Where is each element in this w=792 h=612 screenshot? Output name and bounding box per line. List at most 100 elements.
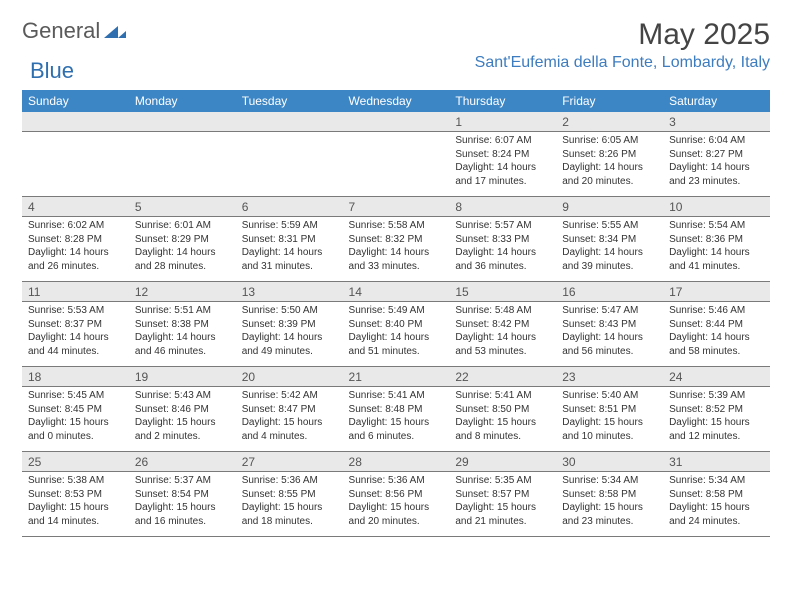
day-details: Sunrise: 5:54 AMSunset: 8:36 PMDaylight:… bbox=[663, 217, 770, 281]
day-data-cell: Sunrise: 5:34 AMSunset: 8:58 PMDaylight:… bbox=[556, 472, 663, 537]
day-data-cell bbox=[343, 132, 450, 197]
day-data-cell bbox=[129, 132, 236, 197]
day-data-cell: Sunrise: 6:01 AMSunset: 8:29 PMDaylight:… bbox=[129, 217, 236, 282]
day-data-cell: Sunrise: 6:04 AMSunset: 8:27 PMDaylight:… bbox=[663, 132, 770, 197]
day-details: Sunrise: 5:41 AMSunset: 8:50 PMDaylight:… bbox=[449, 387, 556, 451]
day-details: Sunrise: 6:04 AMSunset: 8:27 PMDaylight:… bbox=[663, 132, 770, 196]
day-number-cell: 6 bbox=[236, 197, 343, 217]
day-number-cell: 8 bbox=[449, 197, 556, 217]
day-number-cell: 21 bbox=[343, 367, 450, 387]
day-details: Sunrise: 5:50 AMSunset: 8:39 PMDaylight:… bbox=[236, 302, 343, 366]
month-title: May 2025 bbox=[475, 18, 770, 52]
day-number: 4 bbox=[22, 197, 129, 216]
day-number: 22 bbox=[449, 367, 556, 386]
day-number-cell: 7 bbox=[343, 197, 450, 217]
day-number: 12 bbox=[129, 282, 236, 301]
day-details: Sunrise: 5:58 AMSunset: 8:32 PMDaylight:… bbox=[343, 217, 450, 281]
day-data-cell: Sunrise: 5:42 AMSunset: 8:47 PMDaylight:… bbox=[236, 387, 343, 452]
day-number-cell: 2 bbox=[556, 112, 663, 132]
day-data-row: Sunrise: 6:02 AMSunset: 8:28 PMDaylight:… bbox=[22, 217, 770, 282]
day-number-cell: 20 bbox=[236, 367, 343, 387]
day-number: 29 bbox=[449, 452, 556, 471]
day-number-row: 45678910 bbox=[22, 197, 770, 217]
weekday-header: Tuesday bbox=[236, 90, 343, 112]
day-number-cell: 14 bbox=[343, 282, 450, 302]
calendar-body: 123Sunrise: 6:07 AMSunset: 8:24 PMDaylig… bbox=[22, 112, 770, 537]
logo-icon bbox=[104, 18, 126, 44]
day-data-cell: Sunrise: 5:39 AMSunset: 8:52 PMDaylight:… bbox=[663, 387, 770, 452]
day-details: Sunrise: 5:42 AMSunset: 8:47 PMDaylight:… bbox=[236, 387, 343, 451]
day-details: Sunrise: 5:40 AMSunset: 8:51 PMDaylight:… bbox=[556, 387, 663, 451]
day-data-cell: Sunrise: 5:41 AMSunset: 8:48 PMDaylight:… bbox=[343, 387, 450, 452]
day-number-cell bbox=[22, 112, 129, 132]
day-number-cell: 17 bbox=[663, 282, 770, 302]
day-number: 30 bbox=[556, 452, 663, 471]
day-details: Sunrise: 5:49 AMSunset: 8:40 PMDaylight:… bbox=[343, 302, 450, 366]
day-number-cell: 26 bbox=[129, 452, 236, 472]
day-details: Sunrise: 5:39 AMSunset: 8:52 PMDaylight:… bbox=[663, 387, 770, 451]
day-number: 24 bbox=[663, 367, 770, 386]
day-number-cell: 13 bbox=[236, 282, 343, 302]
day-details: Sunrise: 5:51 AMSunset: 8:38 PMDaylight:… bbox=[129, 302, 236, 366]
day-data-row: Sunrise: 5:45 AMSunset: 8:45 PMDaylight:… bbox=[22, 387, 770, 452]
day-number-cell: 18 bbox=[22, 367, 129, 387]
day-number-cell: 16 bbox=[556, 282, 663, 302]
day-number-cell: 10 bbox=[663, 197, 770, 217]
day-data-cell: Sunrise: 5:46 AMSunset: 8:44 PMDaylight:… bbox=[663, 302, 770, 367]
day-number: 1 bbox=[449, 112, 556, 131]
day-details: Sunrise: 5:34 AMSunset: 8:58 PMDaylight:… bbox=[556, 472, 663, 536]
day-data-cell: Sunrise: 5:58 AMSunset: 8:32 PMDaylight:… bbox=[343, 217, 450, 282]
day-number-row: 18192021222324 bbox=[22, 367, 770, 387]
day-data-cell: Sunrise: 6:07 AMSunset: 8:24 PMDaylight:… bbox=[449, 132, 556, 197]
day-data-cell: Sunrise: 5:36 AMSunset: 8:55 PMDaylight:… bbox=[236, 472, 343, 537]
day-number-cell: 29 bbox=[449, 452, 556, 472]
day-number-cell: 15 bbox=[449, 282, 556, 302]
weekday-header: Saturday bbox=[663, 90, 770, 112]
day-number-cell: 30 bbox=[556, 452, 663, 472]
day-data-cell bbox=[236, 132, 343, 197]
day-details: Sunrise: 5:41 AMSunset: 8:48 PMDaylight:… bbox=[343, 387, 450, 451]
day-number: 18 bbox=[22, 367, 129, 386]
day-details: Sunrise: 5:34 AMSunset: 8:58 PMDaylight:… bbox=[663, 472, 770, 536]
day-number: 31 bbox=[663, 452, 770, 471]
day-number-cell: 24 bbox=[663, 367, 770, 387]
day-data-cell: Sunrise: 5:59 AMSunset: 8:31 PMDaylight:… bbox=[236, 217, 343, 282]
day-data-cell: Sunrise: 5:55 AMSunset: 8:34 PMDaylight:… bbox=[556, 217, 663, 282]
day-number: 5 bbox=[129, 197, 236, 216]
day-number: 10 bbox=[663, 197, 770, 216]
day-number-cell: 23 bbox=[556, 367, 663, 387]
day-details: Sunrise: 6:01 AMSunset: 8:29 PMDaylight:… bbox=[129, 217, 236, 281]
day-number-row: 123 bbox=[22, 112, 770, 132]
day-number-cell bbox=[236, 112, 343, 132]
day-data-cell: Sunrise: 5:47 AMSunset: 8:43 PMDaylight:… bbox=[556, 302, 663, 367]
day-number: 28 bbox=[343, 452, 450, 471]
day-data-cell: Sunrise: 5:37 AMSunset: 8:54 PMDaylight:… bbox=[129, 472, 236, 537]
location-label: Sant'Eufemia della Fonte, Lombardy, Ital… bbox=[475, 54, 770, 72]
day-details: Sunrise: 5:59 AMSunset: 8:31 PMDaylight:… bbox=[236, 217, 343, 281]
day-number: 23 bbox=[556, 367, 663, 386]
weekday-header: Thursday bbox=[449, 90, 556, 112]
day-details: Sunrise: 5:35 AMSunset: 8:57 PMDaylight:… bbox=[449, 472, 556, 536]
day-details: Sunrise: 5:53 AMSunset: 8:37 PMDaylight:… bbox=[22, 302, 129, 366]
day-number-cell: 27 bbox=[236, 452, 343, 472]
day-data-cell: Sunrise: 5:54 AMSunset: 8:36 PMDaylight:… bbox=[663, 217, 770, 282]
day-details: Sunrise: 5:57 AMSunset: 8:33 PMDaylight:… bbox=[449, 217, 556, 281]
day-number-cell bbox=[129, 112, 236, 132]
day-number: 13 bbox=[236, 282, 343, 301]
day-number-cell: 9 bbox=[556, 197, 663, 217]
day-number: 3 bbox=[663, 112, 770, 131]
day-number: 7 bbox=[343, 197, 450, 216]
calendar-table: SundayMondayTuesdayWednesdayThursdayFrid… bbox=[22, 90, 770, 537]
logo-text-blue: Blue bbox=[30, 58, 74, 83]
day-number-cell: 25 bbox=[22, 452, 129, 472]
day-number: 19 bbox=[129, 367, 236, 386]
day-number: 11 bbox=[22, 282, 129, 301]
day-data-cell: Sunrise: 6:02 AMSunset: 8:28 PMDaylight:… bbox=[22, 217, 129, 282]
day-data-cell: Sunrise: 5:36 AMSunset: 8:56 PMDaylight:… bbox=[343, 472, 450, 537]
weekday-header-row: SundayMondayTuesdayWednesdayThursdayFrid… bbox=[22, 90, 770, 112]
day-details: Sunrise: 6:05 AMSunset: 8:26 PMDaylight:… bbox=[556, 132, 663, 196]
day-data-row: Sunrise: 5:53 AMSunset: 8:37 PMDaylight:… bbox=[22, 302, 770, 367]
day-details: Sunrise: 5:36 AMSunset: 8:56 PMDaylight:… bbox=[343, 472, 450, 536]
day-data-cell: Sunrise: 5:35 AMSunset: 8:57 PMDaylight:… bbox=[449, 472, 556, 537]
day-data-cell: Sunrise: 5:49 AMSunset: 8:40 PMDaylight:… bbox=[343, 302, 450, 367]
